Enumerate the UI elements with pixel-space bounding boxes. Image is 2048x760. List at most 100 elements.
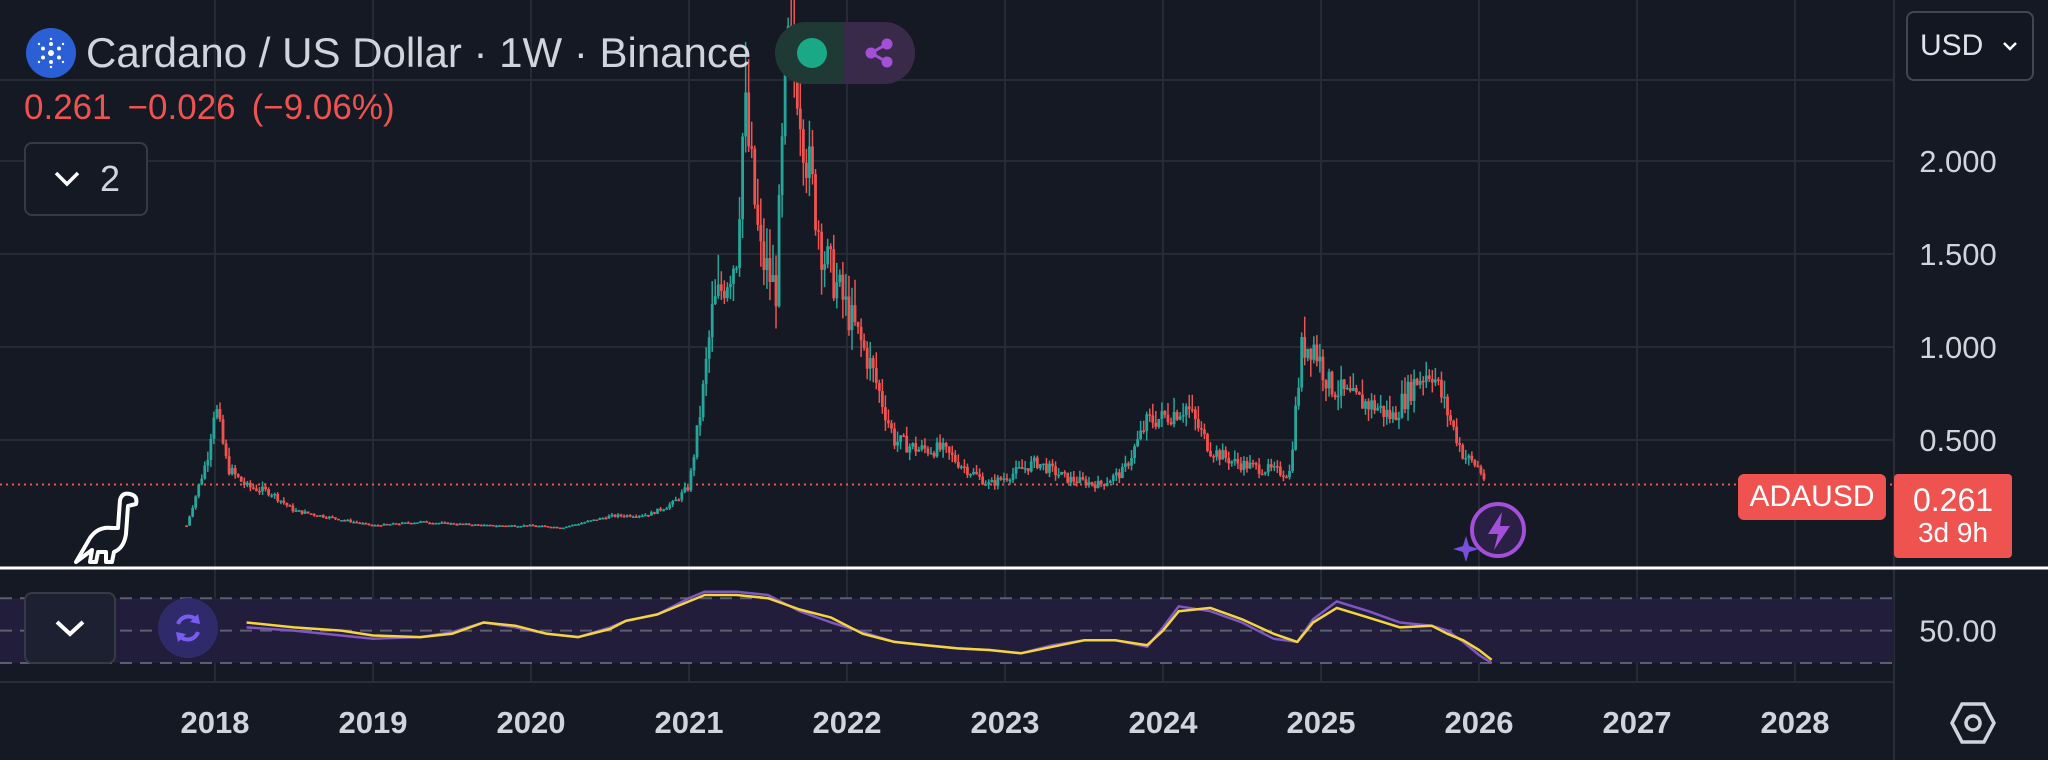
candle-body: [255, 488, 258, 491]
candle-body: [1321, 356, 1325, 381]
candle-body: [625, 515, 629, 517]
candle-body: [531, 524, 535, 527]
candle-body: [385, 523, 389, 526]
candle-body: [1148, 414, 1152, 416]
candle-body: [525, 525, 529, 527]
candle-body: [1282, 475, 1285, 477]
candle-body: [564, 526, 568, 529]
candle-body: [425, 521, 428, 523]
price-candles: [185, 0, 1486, 530]
candle-body: [1275, 466, 1279, 468]
candle-body: [1111, 475, 1115, 481]
candle-body: [449, 523, 453, 525]
candle-body: [561, 527, 565, 530]
candle-body: [595, 519, 599, 521]
candle-body: [1011, 473, 1015, 480]
candle-body: [197, 484, 201, 497]
candle-body: [364, 523, 368, 525]
candle-body: [203, 465, 207, 479]
settings-hexagon-icon[interactable]: [1950, 700, 1996, 746]
candle-body: [1142, 430, 1146, 433]
candle-body: [899, 435, 902, 442]
candle-body: [1090, 482, 1094, 485]
lightning-icon[interactable]: [1452, 500, 1532, 564]
candle-body: [1172, 411, 1176, 425]
candle-body: [1285, 476, 1288, 479]
candle-body: [1133, 446, 1136, 458]
candle-body: [1461, 444, 1465, 459]
candle-body: [817, 230, 820, 232]
candle-body: [519, 526, 523, 528]
candle-body: [805, 162, 808, 178]
candle-body: [1200, 428, 1203, 430]
candle-body: [1294, 405, 1297, 450]
indicators-toggle-button[interactable]: 2: [24, 142, 148, 216]
candle-body: [394, 523, 398, 525]
candle-body: [1081, 477, 1085, 480]
symbol-title[interactable]: Cardano / US Dollar · 1W · Binance: [86, 29, 752, 76]
candle-body: [422, 521, 425, 523]
candle-body: [252, 487, 255, 489]
candle-body: [343, 520, 346, 522]
candle-body: [814, 174, 817, 231]
candle-body: [704, 358, 708, 384]
candle-body: [1054, 466, 1057, 476]
candle-body: [1166, 414, 1170, 423]
candle-body: [1391, 412, 1395, 420]
candle-body: [270, 495, 274, 497]
currency-select[interactable]: USD: [1906, 11, 2034, 81]
candle-body: [1327, 371, 1331, 389]
candle-body: [586, 520, 590, 523]
candle-body: [1051, 463, 1054, 467]
candle-body: [303, 511, 307, 514]
candle-body: [1266, 464, 1270, 473]
candle-body: [950, 452, 954, 456]
candle-body: [1330, 371, 1334, 395]
candle-body: [695, 425, 699, 458]
candle-body: [920, 445, 924, 450]
candle-body: [972, 471, 975, 475]
candle-body: [1042, 463, 1045, 466]
candle-body: [829, 246, 833, 250]
candle-body: [619, 514, 623, 517]
candle-body: [227, 456, 231, 475]
refresh-icon[interactable]: [158, 598, 218, 658]
candle-body: [647, 514, 650, 517]
candle-body: [1409, 381, 1413, 401]
chevron-down-icon: [55, 620, 85, 637]
candle-body: [358, 522, 362, 525]
candle-body: [811, 146, 814, 175]
candle-body: [890, 423, 893, 429]
share-icon[interactable]: [843, 22, 916, 84]
indicator-pane-toggle[interactable]: [24, 592, 116, 664]
chevron-down-icon: [2003, 42, 2017, 51]
candle-body: [963, 466, 966, 469]
x-tick-label: 2020: [497, 705, 566, 740]
candle-body: [1415, 378, 1419, 385]
candle-body: [1187, 406, 1191, 410]
candle-body: [431, 523, 435, 525]
candle-body: [504, 525, 507, 528]
x-tick-label: 2026: [1445, 705, 1514, 740]
candle-body: [1087, 482, 1091, 486]
candle-body: [862, 340, 866, 348]
candle-body: [656, 508, 659, 514]
candle-body: [1433, 379, 1437, 383]
candle-body: [1482, 473, 1486, 480]
candle-body: [935, 442, 939, 457]
candle-body: [650, 512, 653, 516]
candle-body: [659, 508, 662, 511]
candle-body: [993, 480, 997, 486]
candle-body: [701, 383, 705, 418]
candle-body: [1430, 378, 1434, 383]
candle-body: [410, 522, 413, 525]
candle-body: [1348, 387, 1352, 392]
candle-body: [552, 526, 556, 529]
candle-body: [768, 258, 772, 282]
status-pill[interactable]: [775, 22, 916, 84]
candle-body: [1239, 463, 1243, 470]
candle-body: [1394, 412, 1398, 421]
candle-body: [674, 499, 678, 502]
candle-body: [1248, 462, 1252, 469]
